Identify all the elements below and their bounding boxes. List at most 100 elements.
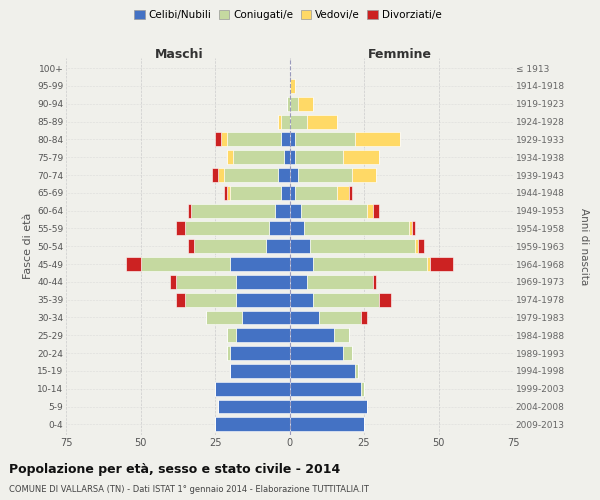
Bar bbox=[313, 257, 427, 271]
Bar bbox=[352, 168, 376, 182]
Bar bbox=[290, 132, 295, 146]
Bar bbox=[430, 257, 454, 271]
Bar bbox=[301, 204, 367, 218]
Bar bbox=[304, 222, 409, 235]
Bar bbox=[176, 275, 236, 289]
Bar bbox=[218, 400, 290, 413]
Bar bbox=[290, 97, 298, 110]
Bar bbox=[218, 168, 224, 182]
Bar bbox=[176, 292, 185, 306]
Bar bbox=[215, 132, 221, 146]
Bar bbox=[415, 240, 418, 253]
Bar bbox=[313, 292, 379, 306]
Bar bbox=[290, 240, 310, 253]
Y-axis label: Anni di nascita: Anni di nascita bbox=[579, 208, 589, 285]
Bar bbox=[215, 418, 290, 432]
Bar bbox=[227, 132, 281, 146]
Bar bbox=[427, 257, 430, 271]
Bar bbox=[412, 222, 415, 235]
Bar bbox=[185, 222, 269, 235]
Bar bbox=[361, 310, 367, 324]
Bar bbox=[298, 168, 352, 182]
Bar bbox=[298, 97, 313, 110]
Bar bbox=[176, 222, 185, 235]
Bar bbox=[290, 328, 334, 342]
Bar bbox=[290, 292, 313, 306]
Bar bbox=[295, 186, 337, 200]
Bar bbox=[290, 186, 295, 200]
Bar bbox=[290, 400, 367, 413]
Bar bbox=[242, 310, 290, 324]
Bar bbox=[290, 114, 307, 128]
Bar bbox=[295, 150, 343, 164]
Bar bbox=[236, 275, 290, 289]
Bar bbox=[221, 132, 227, 146]
Bar bbox=[334, 328, 349, 342]
Bar bbox=[290, 310, 319, 324]
Bar bbox=[185, 292, 236, 306]
Bar bbox=[227, 186, 230, 200]
Bar bbox=[361, 382, 364, 396]
Y-axis label: Fasce di età: Fasce di età bbox=[23, 213, 33, 280]
Bar bbox=[290, 168, 298, 182]
Bar bbox=[281, 186, 290, 200]
Text: Femmine: Femmine bbox=[368, 48, 432, 61]
Bar bbox=[343, 346, 352, 360]
Bar bbox=[290, 204, 301, 218]
Bar bbox=[224, 168, 278, 182]
Bar bbox=[373, 204, 379, 218]
Bar bbox=[236, 328, 290, 342]
Bar bbox=[233, 150, 284, 164]
Bar bbox=[290, 364, 355, 378]
Bar bbox=[194, 240, 266, 253]
Bar bbox=[343, 150, 379, 164]
Bar bbox=[236, 292, 290, 306]
Bar bbox=[224, 186, 227, 200]
Bar bbox=[290, 418, 364, 432]
Bar bbox=[290, 382, 361, 396]
Text: Maschi: Maschi bbox=[155, 48, 203, 61]
Bar bbox=[367, 204, 373, 218]
Bar bbox=[379, 292, 391, 306]
Bar bbox=[281, 114, 290, 128]
Bar bbox=[349, 186, 352, 200]
Bar bbox=[409, 222, 412, 235]
Text: COMUNE DI VALLARSA (TN) - Dati ISTAT 1° gennaio 2014 - Elaborazione TUTTITALIA.I: COMUNE DI VALLARSA (TN) - Dati ISTAT 1° … bbox=[9, 485, 369, 494]
Bar bbox=[355, 132, 400, 146]
Bar bbox=[418, 240, 424, 253]
Bar bbox=[230, 257, 290, 271]
Bar bbox=[319, 310, 361, 324]
Bar bbox=[290, 346, 343, 360]
Bar bbox=[337, 186, 349, 200]
Bar bbox=[230, 186, 281, 200]
Bar bbox=[215, 382, 290, 396]
Bar bbox=[290, 79, 295, 93]
Bar bbox=[290, 150, 295, 164]
Bar bbox=[206, 310, 242, 324]
Bar bbox=[290, 222, 304, 235]
Bar bbox=[227, 150, 233, 164]
Bar bbox=[307, 114, 337, 128]
Bar bbox=[227, 328, 236, 342]
Bar bbox=[287, 97, 290, 110]
Bar bbox=[310, 240, 415, 253]
Bar bbox=[125, 257, 140, 271]
Bar bbox=[212, 168, 218, 182]
Bar bbox=[290, 257, 313, 271]
Bar bbox=[290, 275, 307, 289]
Bar bbox=[188, 204, 191, 218]
Bar bbox=[140, 257, 230, 271]
Bar bbox=[281, 132, 290, 146]
Bar bbox=[230, 364, 290, 378]
Bar bbox=[307, 275, 373, 289]
Bar bbox=[355, 364, 358, 378]
Bar bbox=[278, 168, 290, 182]
Bar bbox=[230, 346, 290, 360]
Bar bbox=[227, 346, 230, 360]
Bar bbox=[266, 240, 290, 253]
Text: Popolazione per età, sesso e stato civile - 2014: Popolazione per età, sesso e stato civil… bbox=[9, 462, 340, 475]
Bar bbox=[278, 114, 281, 128]
Bar bbox=[373, 275, 376, 289]
Bar bbox=[188, 240, 194, 253]
Bar bbox=[191, 204, 275, 218]
